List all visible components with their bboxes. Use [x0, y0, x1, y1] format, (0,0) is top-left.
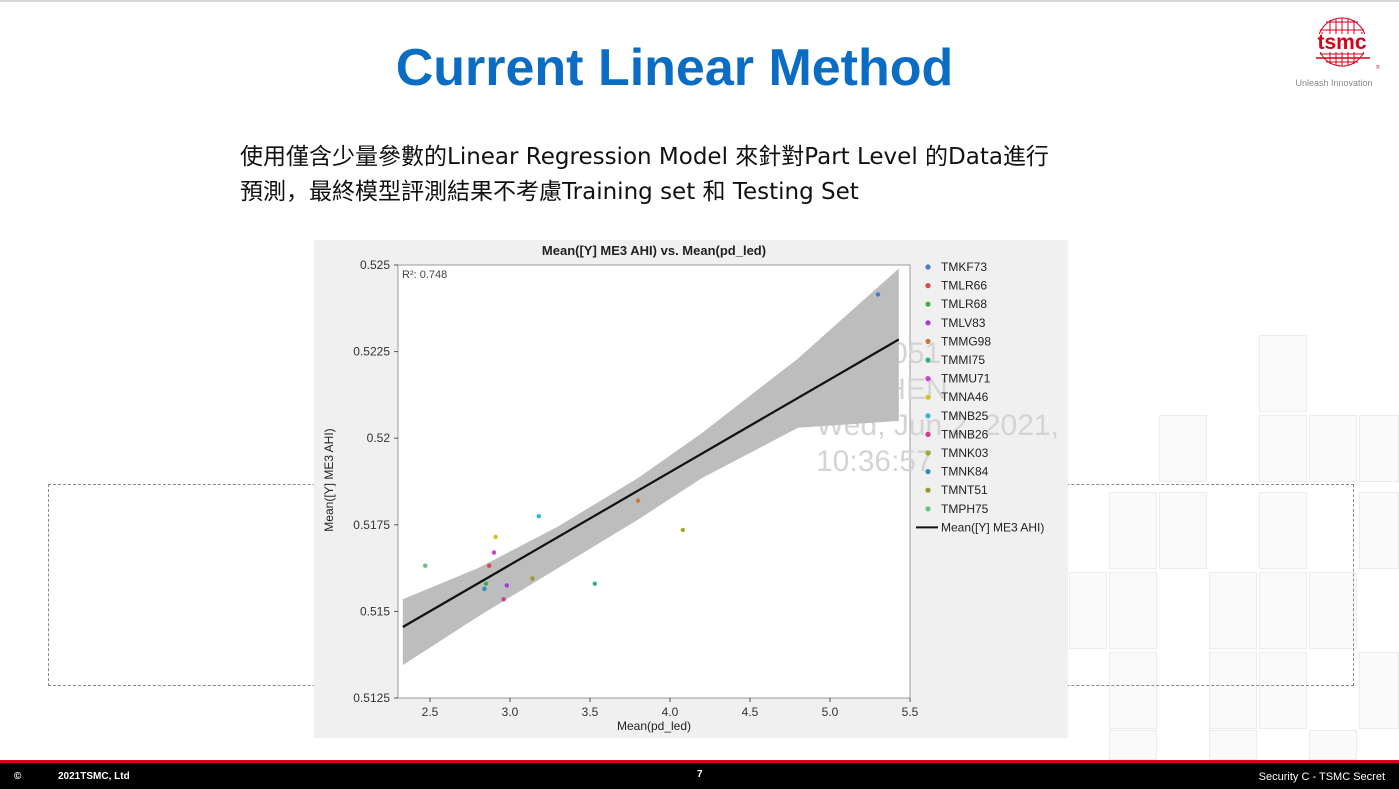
- r2-label: R²: 0.748: [402, 269, 447, 281]
- legend-label-tmlr68: TMLR68: [941, 297, 987, 311]
- legend-marker-tmnk03: [925, 450, 931, 456]
- data-point-tmmi75: [592, 581, 597, 586]
- data-point-tmph75: [423, 563, 428, 568]
- legend-label-tmnt51: TMNT51: [941, 483, 988, 497]
- watermark-line: 10:36:57: [816, 445, 933, 478]
- logo-tagline: Unleash Innovation: [1295, 78, 1373, 88]
- data-point-tmnb26: [501, 597, 506, 602]
- fit-line: [402, 338, 900, 628]
- body-line-1: 使用僅含少量參數的Linear Regression Model 來針對Part…: [240, 144, 1049, 170]
- scatter-chart: LUP2051WTCHENWed, Jun 2, 2021,10:36:57 2…: [314, 240, 1068, 738]
- x-tick-label: 3.0: [502, 705, 519, 719]
- legend-label-tmlv83: TMLV83: [941, 316, 986, 330]
- legend-marker-tmlv83: [925, 320, 931, 326]
- legend-label-tmph75: TMPH75: [941, 502, 989, 516]
- x-tick-label: 2.5: [422, 705, 439, 719]
- confidence-band: [402, 268, 899, 666]
- legend-marker-tmna46: [925, 394, 931, 400]
- legend-marker-tmlr68: [925, 301, 931, 307]
- data-point-tmna46: [493, 534, 498, 540]
- legend: TMKF73 TMLR66 TMLR68 TMLV83 TMMG98 TMMI75 TMMU…: [916, 260, 1044, 534]
- x-tick-label: 3.5: [582, 705, 599, 719]
- chart-svg: LUP2051WTCHENWed, Jun 2, 2021,10:36:57 2…: [322, 243, 1059, 733]
- y-axis-label: Mean([Y] ME3 AHI): [322, 428, 336, 531]
- top-rule: [0, 0, 1399, 2]
- legend-label-tmnb25: TMNB25: [941, 409, 989, 423]
- legend-label-tmmu71: TMMU71: [941, 372, 991, 386]
- legend-label-tmlr66: TMLR66: [941, 279, 987, 293]
- x-tick-label: 4.5: [742, 705, 759, 719]
- data-point-tmlr66: [487, 563, 492, 568]
- security-label: Security C - TSMC Secret: [1258, 771, 1385, 783]
- page-number: 7: [697, 769, 703, 780]
- legend-label-tmmi75: TMMI75: [941, 353, 985, 367]
- data-point-tmmu71: [491, 550, 497, 555]
- data-points: [423, 292, 881, 602]
- legend-marker-tmlr66: [925, 283, 931, 289]
- x-tick-label: 5.0: [822, 705, 839, 719]
- data-point-tmnt51: [530, 576, 535, 581]
- legend-marker-tmnb25: [925, 413, 931, 419]
- x-axis-ticks: 2.5 3.0 3.5 4.0 4.5 5.0 5.5: [422, 698, 919, 719]
- y-tick-label: 0.5175: [353, 518, 390, 532]
- data-point-tmlr68: [483, 581, 489, 586]
- legend-marker-tmnb26: [925, 431, 931, 437]
- data-point-tmmg98: [635, 498, 641, 503]
- legend-marker-tmmi75: [925, 357, 931, 363]
- data-point-tmlv83: [504, 583, 509, 588]
- data-point-tmnk84: [482, 586, 487, 592]
- legend-label-tmnk84: TMNK84: [941, 465, 989, 479]
- body-line-2: 預測，最終模型評測結果不考慮Training set 和 Testing Set: [240, 179, 859, 205]
- copyright-text: 2021TSMC, Ltd: [58, 771, 130, 782]
- data-point-tmnk03: [680, 527, 685, 533]
- copyright-symbol: ©: [14, 771, 22, 782]
- y-tick-label: 0.52: [367, 431, 391, 445]
- chart-title: Mean([Y] ME3 AHI) vs. Mean(pd_led): [542, 243, 766, 258]
- legend-label-tmnb26: TMNB26: [941, 427, 989, 441]
- x-tick-label: 5.5: [902, 705, 919, 719]
- body-text: 使用僅含少量參數的Linear Regression Model 來針對Part…: [240, 140, 1200, 210]
- legend-marker-tmmu71: [925, 376, 931, 382]
- tsmc-logo: tsmc ®: [1290, 12, 1385, 92]
- legend-label-tmmg98: TMMG98: [941, 334, 991, 348]
- legend-marker-tmph75: [925, 506, 931, 512]
- legend-marker-tmkf73: [925, 264, 931, 270]
- x-tick-label: 4.0: [662, 705, 679, 719]
- y-tick-label: 0.5125: [353, 691, 390, 705]
- legend-marker-tmnt51: [925, 487, 931, 493]
- data-point-tmnb25: [536, 513, 541, 519]
- legend-label-tmnk03: TMNK03: [941, 446, 989, 460]
- y-tick-label: 0.5225: [353, 345, 390, 359]
- legend-label-fit: Mean([Y] ME3 AHI): [941, 520, 1044, 534]
- x-axis-label: Mean(pd_led): [617, 719, 691, 733]
- y-tick-label: 0.515: [360, 604, 390, 618]
- y-tick-label: 0.525: [360, 258, 390, 272]
- legend-label-tmkf73: TMKF73: [941, 260, 987, 274]
- data-point-tmkf73: [875, 292, 881, 297]
- tsmc-logo-text: tsmc: [1317, 31, 1366, 54]
- y-axis-ticks: 0.5125 0.515 0.5175 0.52 0.5225 0.525: [353, 258, 398, 705]
- footer-bar: © 2021TSMC, Ltd 7 Security C - TSMC Secr…: [0, 760, 1399, 789]
- slide-title: Current Linear Method: [395, 39, 954, 97]
- tsmc-logo-mark: tsmc ®: [1308, 17, 1380, 71]
- legend-label-tmna46: TMNA46: [941, 390, 989, 404]
- legend-marker-tmmg98: [925, 338, 931, 344]
- legend-marker-tmnk84: [925, 469, 931, 475]
- svg-text:®: ®: [1376, 64, 1380, 71]
